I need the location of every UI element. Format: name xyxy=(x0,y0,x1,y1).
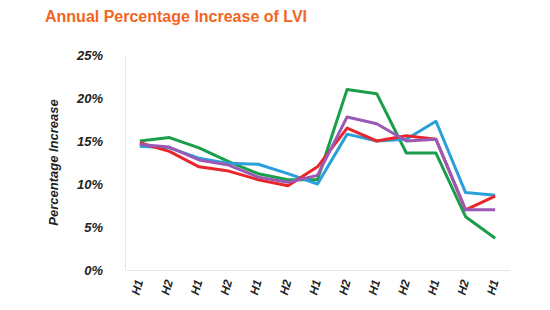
x-tick-label: H1 xyxy=(188,278,206,297)
x-tick: H2 xyxy=(158,270,176,297)
x-tick: H2 xyxy=(218,270,236,297)
y-tick: 5% xyxy=(84,220,125,235)
series-line xyxy=(140,117,495,210)
x-tick: H1 xyxy=(425,270,443,297)
x-tick-label: H1 xyxy=(425,278,443,297)
y-axis-line xyxy=(125,56,126,271)
y-tick-label: 5% xyxy=(84,220,103,235)
x-tick: H1 xyxy=(306,270,324,297)
x-axis: H1 H2 H1 H2 H1 H2 H1 H2 H1 H2 H1 H2 H1 xyxy=(126,270,511,297)
y-axis: 0% 5% 10% 15% 20% 25% xyxy=(76,48,126,278)
chart: Annual Percentage Increase of LVI Percent… xyxy=(0,0,550,310)
series-group xyxy=(140,89,495,238)
x-tick: H1 xyxy=(188,270,206,297)
x-tick-label: H1 xyxy=(366,278,384,297)
y-tick: 15% xyxy=(77,134,125,149)
x-tick: H2 xyxy=(395,270,413,297)
title: Annual Percentage Increase of LVI xyxy=(45,8,307,25)
x-tick: H1 xyxy=(484,270,502,297)
x-tick-label: H2 xyxy=(158,278,176,297)
x-tick-label: H2 xyxy=(336,278,354,297)
y-axis-title: Percentage Increase xyxy=(46,99,61,225)
series-line xyxy=(140,128,495,210)
x-tick: H2 xyxy=(455,270,473,297)
plot: 0% 5% 10% 15% 20% 25% H1 H2 H1 H2 H1 H2 H1 H2 H1 H2 H1 H2… xyxy=(76,48,511,297)
y-tick-label: 0% xyxy=(84,263,103,278)
y-tick-label: 10% xyxy=(77,177,103,192)
x-tick: H1 xyxy=(366,270,384,297)
x-tick-label: H2 xyxy=(218,278,236,297)
x-tick-label: H2 xyxy=(277,278,295,297)
x-tick-label: H1 xyxy=(247,278,265,297)
y-tick: 10% xyxy=(77,177,125,192)
y-tick-label: 15% xyxy=(77,134,103,149)
x-tick-label: H1 xyxy=(306,278,324,297)
x-tick-label: H1 xyxy=(129,278,147,297)
x-tick: H1 xyxy=(129,270,147,297)
y-tick: 25% xyxy=(76,48,125,63)
x-tick: H1 xyxy=(247,270,265,297)
y-tick: 20% xyxy=(76,91,125,106)
x-tick: H2 xyxy=(277,270,295,297)
series-line xyxy=(140,89,495,238)
x-axis-line xyxy=(126,270,511,271)
y-tick: 0% xyxy=(84,263,125,278)
x-tick: H2 xyxy=(336,270,354,297)
y-tick-label: 25% xyxy=(76,48,103,63)
x-tick-label: H2 xyxy=(455,278,473,297)
x-tick-label: H2 xyxy=(395,278,413,297)
y-tick-label: 20% xyxy=(76,91,103,106)
x-tick-label: H1 xyxy=(484,278,502,297)
